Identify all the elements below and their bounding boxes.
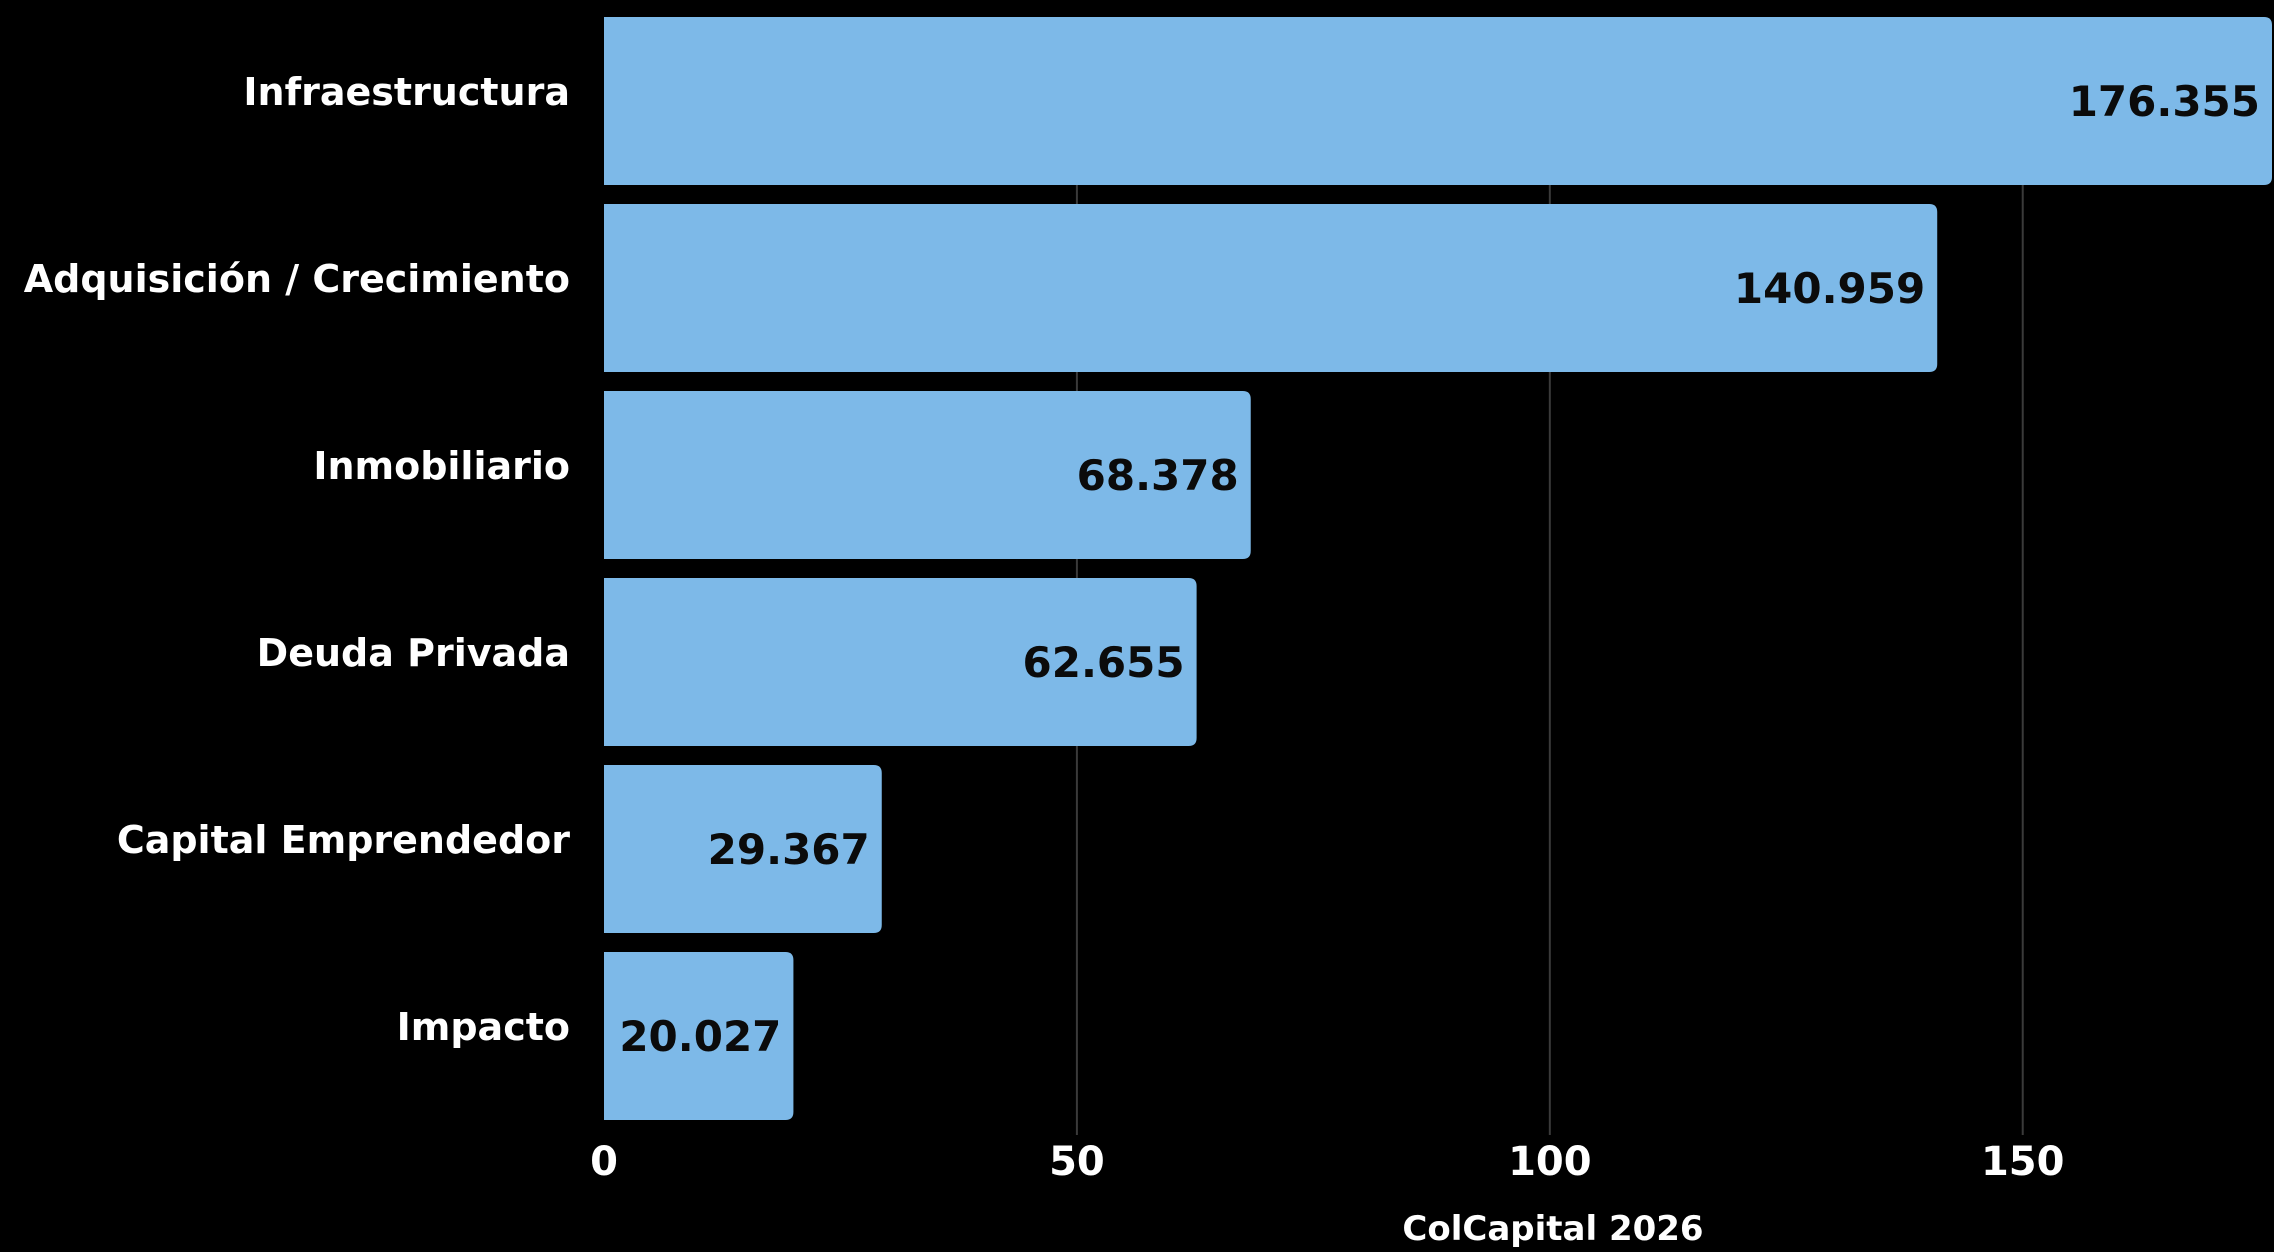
bar-capital-emprendedor [604,765,882,933]
bar-value-label: 29.367 [708,825,870,874]
category-label: Infraestructura [243,70,570,114]
bar-impacto [604,952,794,1120]
bars: 176.355 140.959 68.378 62.655 29.367 20.027 [604,17,2272,1120]
x-tick-label: 150 [1981,1139,2065,1185]
bar-value-label: 140.959 [1734,264,1925,313]
x-axis-title: ColCapital 2026 [1402,1209,1703,1247]
bar-inmobiliario [604,391,1251,559]
category-label: Capital Emprendedor [117,818,570,862]
bar-adquisici-n-crecimiento [604,204,1938,372]
category-label: Inmobiliario [313,444,570,488]
bar-deuda-privada [604,578,1197,746]
x-tick-label: 50 [1049,1139,1105,1185]
x-axis-ticks: 0 50 100 150 [590,1139,2064,1185]
bar-value-label: 176.355 [2069,77,2260,126]
x-tick-label: 100 [1508,1139,1592,1185]
bar-infraestructura [604,17,2272,185]
category-label: Deuda Privada [257,631,570,675]
category-labels: Infraestructura Adquisición / Crecimiento… [24,70,570,1049]
bar-value-label: 62.655 [1023,638,1185,687]
gridlines [1075,17,2024,1135]
bar-value-label: 20.027 [619,1012,781,1061]
category-label: Impacto [397,1005,570,1049]
bar-value-label: 68.378 [1077,451,1239,500]
x-tick-label: 0 [590,1139,618,1185]
category-label: Adquisición / Crecimiento [24,257,570,301]
